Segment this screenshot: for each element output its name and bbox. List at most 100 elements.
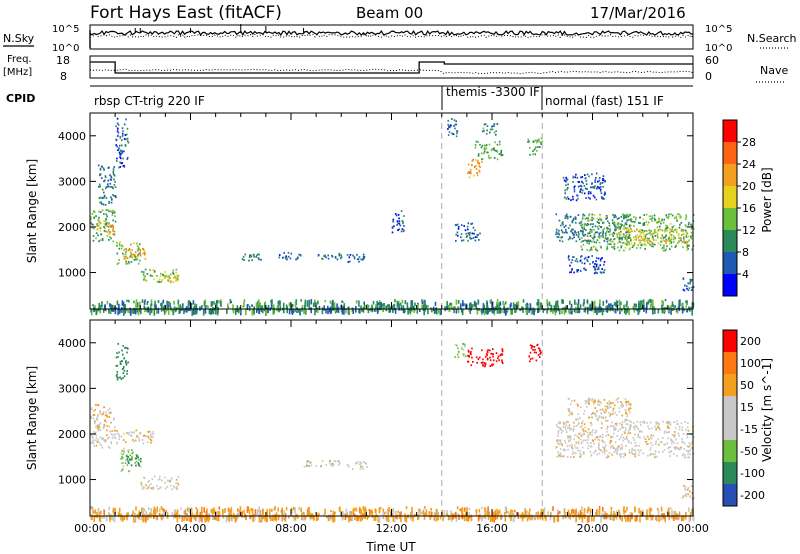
power-gate-cell	[232, 304, 234, 312]
power-gate-cell	[122, 130, 124, 133]
vel-gate-cell	[215, 516, 218, 521]
power-gate-cell	[643, 235, 645, 238]
power-gate-cell	[457, 226, 460, 228]
velocity-colorbar-tick-label: 15	[740, 401, 754, 414]
vel-gate-cell	[534, 515, 536, 521]
power-gate-cell	[642, 222, 645, 225]
power-gate-cell	[677, 213, 679, 216]
vel-gate-cell	[492, 363, 495, 366]
power-gate-cell	[125, 138, 127, 141]
vel-gate-cell	[352, 468, 354, 470]
power-gate-cell	[162, 299, 165, 304]
power-gate-cell	[580, 255, 583, 257]
power-gate-cell	[341, 300, 344, 304]
vel-gate-cell	[106, 424, 109, 427]
power-gate-cell	[677, 242, 679, 245]
vel-gate-cell	[185, 515, 188, 522]
vel-gate-cell	[602, 507, 604, 512]
vel-gate-cell	[563, 448, 565, 450]
power-gate-cell	[467, 172, 469, 175]
vel-gate-cell	[98, 426, 101, 429]
power-gate-cell	[593, 272, 596, 275]
power-gate-cell	[118, 247, 121, 250]
power-gate-cell	[602, 300, 605, 306]
vel-gate-cell	[658, 427, 660, 429]
power-gate-cell	[572, 195, 574, 198]
power-gate-cell	[227, 303, 229, 307]
vel-gate-cell	[171, 512, 174, 516]
power-gate-cell	[665, 307, 667, 310]
power-gate-cell	[484, 123, 487, 126]
power-gate-cell	[134, 309, 137, 315]
vel-gate-cell	[95, 444, 98, 447]
power-gate-cell	[234, 308, 237, 315]
vel-gate-cell	[577, 436, 580, 439]
power-gate-cell	[581, 227, 583, 229]
vel-gate-cell	[632, 422, 635, 424]
power-gate-cell	[103, 223, 106, 225]
power-gate-cell	[296, 257, 299, 259]
vel-gate-cell	[309, 512, 311, 518]
power-gate-cell	[525, 308, 527, 313]
power-gate-cell	[467, 163, 470, 166]
vel-gate-cell	[497, 511, 500, 515]
power-gate-cell	[555, 213, 558, 216]
vel-gate-cell	[649, 507, 651, 514]
vel-gate-cell	[92, 442, 95, 444]
vel-gate-cell	[283, 510, 285, 516]
power-gate-cell	[457, 234, 459, 237]
vel-gate-cell	[625, 445, 627, 447]
power-gate-cell	[272, 304, 275, 311]
power-gate-cell	[589, 197, 591, 200]
power-gate-cell	[624, 242, 627, 245]
power-gate-cell	[121, 162, 123, 164]
vel-gate-cell	[501, 350, 504, 353]
vel-gate-cell	[540, 352, 542, 354]
power-gate-cell	[474, 229, 476, 232]
cpid-segment-2: themis -3300 IF	[446, 85, 540, 99]
vel-gate-cell	[116, 373, 118, 376]
power-gate-cell	[173, 307, 176, 313]
vel-gate-cell	[241, 511, 243, 518]
vel-gate-cell	[371, 512, 374, 518]
vel-gate-cell	[341, 515, 343, 521]
vel-gate-cell	[126, 432, 128, 434]
vel-gate-cell	[171, 477, 173, 480]
power-gate-cell	[121, 150, 123, 153]
power-gate-cell	[685, 240, 688, 243]
power-gate-cell	[670, 213, 672, 216]
power-gate-cell	[626, 241, 629, 244]
vel-gate-cell	[151, 478, 154, 480]
power-gate-cell	[153, 303, 156, 309]
vel-gate-cell	[371, 510, 373, 515]
power-gate-cell	[535, 146, 537, 149]
vel-gate-cell	[175, 486, 178, 488]
vel-gate-cell	[575, 516, 577, 523]
vel-gate-cell	[617, 446, 619, 449]
vel-gate-cell	[387, 508, 389, 516]
power-gate-cell	[110, 225, 112, 228]
vel-gate-cell	[572, 447, 574, 450]
power-gate-cell	[594, 269, 596, 271]
vel-gate-cell	[605, 410, 608, 413]
power-gate-cell	[98, 216, 100, 219]
vel-gate-cell	[126, 513, 128, 521]
vel-gate-cell	[104, 420, 106, 422]
power-gate-cell	[682, 288, 685, 291]
power-gate-cell	[598, 187, 600, 190]
vel-gate-cell	[184, 508, 187, 512]
power-gate-cell	[651, 238, 654, 240]
vel-gate-cell	[616, 453, 619, 455]
power-gate-cell	[621, 236, 623, 239]
power-gate-cell	[125, 308, 127, 312]
vel-gate-cell	[596, 509, 598, 515]
power-gate-cell	[410, 300, 413, 307]
power-gate-cell	[679, 216, 682, 218]
power-gate-cell	[569, 236, 571, 238]
power-gate-cell	[304, 308, 306, 315]
vel-gate-cell	[681, 454, 684, 457]
power-gate-cell	[655, 231, 658, 234]
vel-gate-cell	[357, 516, 359, 522]
power-gate-cell	[325, 308, 327, 314]
